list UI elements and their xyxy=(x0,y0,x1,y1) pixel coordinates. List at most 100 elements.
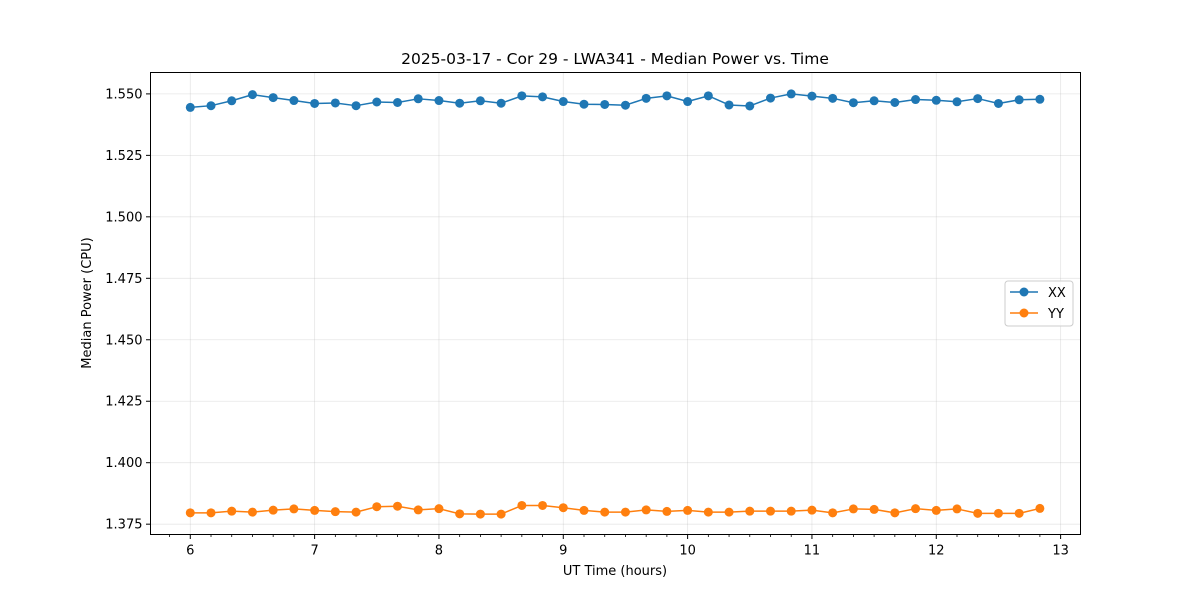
series-layer xyxy=(185,89,1045,519)
data-point-yy xyxy=(662,506,672,516)
data-point-yy xyxy=(372,502,382,512)
data-point-xx xyxy=(227,96,237,106)
data-point-xx xyxy=(952,97,962,107)
axes: 6 7 8 9 10 11 12 13 1.375 1.400 1.425 1.450 1.475 1.5… xyxy=(105,87,1069,558)
data-point-yy xyxy=(807,505,817,515)
data-point-yy xyxy=(828,508,838,518)
data-point-yy xyxy=(745,506,755,516)
data-point-xx xyxy=(911,95,921,105)
data-point-xx xyxy=(1035,94,1045,104)
y-tick-label: 1.450 xyxy=(105,333,142,348)
data-point-yy xyxy=(455,509,465,519)
data-point-yy xyxy=(393,501,403,511)
data-point-yy xyxy=(310,505,320,515)
data-point-yy xyxy=(268,505,278,515)
data-point-yy xyxy=(351,507,361,517)
x-tick-label: 9 xyxy=(559,544,567,559)
y-tick-label: 1.425 xyxy=(105,395,142,410)
legend-label-yy: YY xyxy=(1047,307,1064,322)
data-point-xx xyxy=(848,98,858,108)
data-point-xx xyxy=(206,101,216,111)
data-point-xx xyxy=(662,91,672,101)
x-tick-label: 12 xyxy=(928,544,945,559)
data-point-yy xyxy=(1014,508,1024,518)
data-point-yy xyxy=(538,500,548,510)
y-tick-label: 1.550 xyxy=(105,87,142,102)
data-point-xx xyxy=(330,98,340,108)
data-point-yy xyxy=(579,505,589,515)
data-point-xx xyxy=(745,101,755,111)
data-point-xx xyxy=(828,93,838,103)
data-point-xx xyxy=(869,96,879,106)
data-point-yy xyxy=(869,504,879,514)
legend-label-xx: XX xyxy=(1048,286,1066,301)
data-point-xx xyxy=(496,98,506,108)
x-axis-label: UT Time (hours) xyxy=(563,564,667,579)
data-point-yy xyxy=(931,505,941,515)
data-point-yy xyxy=(600,507,610,517)
data-point-xx xyxy=(724,100,734,110)
data-point-xx xyxy=(475,96,485,106)
data-point-xx xyxy=(931,95,941,105)
data-point-yy xyxy=(434,504,444,514)
data-point-xx xyxy=(268,93,278,103)
data-point-xx xyxy=(310,98,320,108)
data-point-yy xyxy=(973,508,983,518)
legend-marker-xx xyxy=(1019,287,1029,297)
data-point-xx xyxy=(766,93,776,103)
data-point-xx xyxy=(683,97,693,107)
data-point-yy xyxy=(206,508,216,518)
data-point-yy xyxy=(952,504,962,514)
data-point-xx xyxy=(413,94,423,104)
data-point-yy xyxy=(911,504,921,514)
x-tick-label: 13 xyxy=(1052,544,1069,559)
data-point-yy xyxy=(475,509,485,519)
plot-frame xyxy=(150,72,1081,535)
chart-title: 2025-03-17 - Cor 29 - LWA341 - Median Po… xyxy=(401,50,829,68)
data-point-xx xyxy=(455,98,465,108)
legend-marker-yy xyxy=(1019,308,1029,318)
data-point-yy xyxy=(413,505,423,515)
x-tick-label: 6 xyxy=(186,544,194,559)
y-tick-label: 1.400 xyxy=(105,456,142,471)
data-point-yy xyxy=(330,507,340,517)
y-tick-label: 1.375 xyxy=(105,518,142,533)
data-point-yy xyxy=(247,507,257,517)
y-axis-label: Median Power (CPU) xyxy=(80,237,95,368)
data-point-yy xyxy=(641,505,651,515)
data-point-xx xyxy=(786,89,796,99)
data-point-xx xyxy=(393,97,403,107)
data-point-xx xyxy=(247,90,257,100)
data-point-xx xyxy=(641,93,651,103)
x-tick-label: 7 xyxy=(310,544,318,559)
data-point-yy xyxy=(1035,503,1045,513)
data-point-xx xyxy=(973,94,983,104)
data-point-xx xyxy=(351,101,361,111)
x-tick-label: 11 xyxy=(804,544,821,559)
data-point-yy xyxy=(558,503,568,513)
data-point-yy xyxy=(185,508,195,518)
data-point-xx xyxy=(558,97,568,107)
data-point-xx xyxy=(372,97,382,107)
x-tick-label: 10 xyxy=(679,544,696,559)
data-point-xx xyxy=(1014,95,1024,105)
data-point-xx xyxy=(289,96,299,106)
data-point-yy xyxy=(703,507,713,517)
y-tick-label: 1.500 xyxy=(105,210,142,225)
data-point-yy xyxy=(848,504,858,514)
data-point-yy xyxy=(724,507,734,517)
data-point-yy xyxy=(496,509,506,519)
grid xyxy=(150,72,1081,535)
data-point-xx xyxy=(517,91,527,101)
data-point-xx xyxy=(600,99,610,109)
data-point-xx xyxy=(620,100,630,110)
data-point-yy xyxy=(289,504,299,514)
data-point-xx xyxy=(579,99,589,109)
data-point-xx xyxy=(890,97,900,107)
data-point-xx xyxy=(703,91,713,101)
data-point-yy xyxy=(683,505,693,515)
legend: XX YY xyxy=(1004,280,1074,327)
data-point-yy xyxy=(227,506,237,516)
data-point-xx xyxy=(434,96,444,106)
